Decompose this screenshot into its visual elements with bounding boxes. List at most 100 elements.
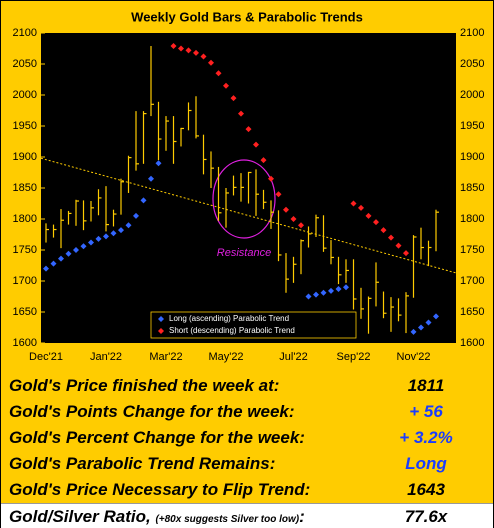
parabolic-dot: [95, 235, 102, 242]
parabolic-dot: [88, 239, 94, 246]
parabolic-dot: [80, 243, 87, 250]
parabolic-dot: [335, 286, 342, 293]
parabolic-dot: [118, 227, 124, 234]
ratio-label-group: Gold/Silver Ratio, (+80x suggests Silver…: [9, 507, 305, 527]
parabolic-dot: [230, 95, 237, 102]
ratio-value: 77.6x: [404, 507, 448, 526]
parabolic-dot: [148, 175, 154, 182]
parabolic-dot: [200, 53, 207, 60]
x-tick-label: Jul'22: [279, 351, 307, 363]
y2-tick-label: 1950: [460, 120, 484, 132]
parabolic-dot: [50, 260, 57, 267]
parabolic-dot: [185, 47, 192, 54]
parabolic-dot: [253, 141, 259, 148]
y-tick-label: 1900: [13, 151, 37, 163]
legend-label: Short (descending) Parabolic Trend: [169, 326, 295, 335]
parabolic-dot: [133, 212, 139, 219]
parabolic-dot: [373, 219, 379, 226]
y2-tick-label: 2000: [460, 89, 484, 101]
parabolic-dot: [388, 234, 394, 241]
legend-box: [150, 311, 357, 339]
parabolic-dot: [238, 110, 244, 117]
summary-label: Gold's Parabolic Trend Remains:: [9, 454, 276, 473]
summary-row: Gold's Parabolic Trend Remains: Long: [1, 451, 493, 477]
parabolic-dot: [103, 233, 109, 240]
summary-label: Gold's Points Change for the week:: [9, 402, 295, 421]
summary-row: Gold's Price Necessary to Flip Trend: 164…: [1, 477, 493, 503]
y-tick-label: 1600: [13, 337, 37, 349]
parabolic-dot: [350, 200, 357, 207]
x-tick-label: Jan'22: [90, 351, 122, 363]
parabolic-dot: [365, 212, 372, 219]
parabolic-dot: [155, 160, 162, 167]
y-tick-label: 1850: [13, 182, 37, 194]
summary-value: Long: [405, 454, 447, 473]
x-tick-label: Nov'22: [397, 351, 431, 363]
parabolic-dot: [425, 319, 432, 326]
summary-value: 1811: [407, 376, 445, 395]
parabolic-dot: [223, 82, 229, 89]
parabolic-dot: [178, 45, 184, 52]
parabolic-dot: [328, 287, 334, 294]
y2-tick-label: 1800: [460, 213, 484, 225]
parabolic-dot: [65, 250, 72, 257]
parabolic-dot: [298, 222, 304, 229]
legend-marker: [158, 316, 164, 322]
parabolic-dot: [275, 191, 282, 198]
parabolic-dot: [410, 328, 417, 335]
y2-tick-label: 1750: [460, 244, 484, 256]
y2-tick-label: 2050: [460, 58, 484, 70]
parabolic-dot: [260, 157, 267, 164]
resistance-circle: [212, 159, 276, 239]
ratio-label: Gold/Silver Ratio,: [9, 507, 151, 526]
parabolic-dot: [268, 175, 274, 182]
y-tick-label: 1950: [13, 120, 37, 132]
x-tick-label: May'22: [208, 351, 243, 363]
summary-label: Gold's Percent Change for the week:: [9, 428, 305, 447]
parabolic-dot: [43, 265, 49, 272]
parabolic-dot: [343, 284, 349, 291]
parabolic-dot: [313, 291, 319, 298]
parabolic-dot: [208, 59, 214, 66]
summary-row: Gold's Price finished the week at: 1811: [1, 373, 493, 399]
summary-value: + 56: [409, 402, 443, 421]
parabolic-dot: [433, 313, 439, 320]
annotation: Resistance: [217, 247, 271, 259]
y-tick-label: 2100: [13, 27, 37, 39]
legend-marker: [158, 328, 164, 334]
legend-label: Long (ascending) Parabolic Trend: [169, 314, 289, 323]
chart-title: Weekly Gold Bars & Parabolic Trends: [131, 9, 363, 24]
y2-tick-label: 1650: [460, 306, 484, 318]
summary-label: Gold's Price finished the week at:: [9, 376, 280, 395]
y2-tick-label: 1600: [460, 337, 484, 349]
x-tick-label: Dec'21: [29, 351, 63, 363]
summary-row: Gold's Points Change for the week: + 56: [1, 399, 493, 425]
chart: Weekly Gold Bars & Parabolic Trends Resi…: [13, 9, 485, 363]
ratio-note: (+80x suggests Silver too low): [155, 514, 300, 525]
y-tick-label: 1800: [13, 213, 37, 225]
parabolic-dot: [283, 206, 289, 213]
parabolic-dot: [358, 204, 364, 211]
y2-tick-label: 1700: [460, 275, 484, 287]
y-tick-label: 1750: [13, 244, 37, 256]
summary-row: Gold's Percent Change for the week: + 3.2…: [1, 425, 493, 451]
parabolic-dot: [193, 49, 199, 56]
x-tick-label: Mar'22: [149, 351, 182, 363]
parabolic-dot: [320, 289, 327, 296]
y2-tick-label: 2100: [460, 27, 484, 39]
parabolic-dot: [110, 230, 117, 237]
y-tick-label: 1700: [13, 275, 37, 287]
y-tick-label: 1650: [13, 306, 37, 318]
x-tick-label: Sep'22: [337, 351, 371, 363]
parabolic-dot: [403, 250, 409, 257]
parabolic-dot: [418, 324, 424, 331]
parabolic-dot: [305, 293, 312, 300]
summary-label: Gold's Price Necessary to Flip Trend:: [9, 480, 311, 499]
parabolic-dot: [140, 197, 147, 204]
parabolic-dot: [170, 43, 177, 50]
summary-value: 1643: [407, 480, 445, 499]
parabolic-dot: [395, 242, 402, 249]
ratio-row: Gold/Silver Ratio, (+80x suggests Silver…: [1, 503, 493, 528]
parabolic-dot: [125, 222, 132, 229]
